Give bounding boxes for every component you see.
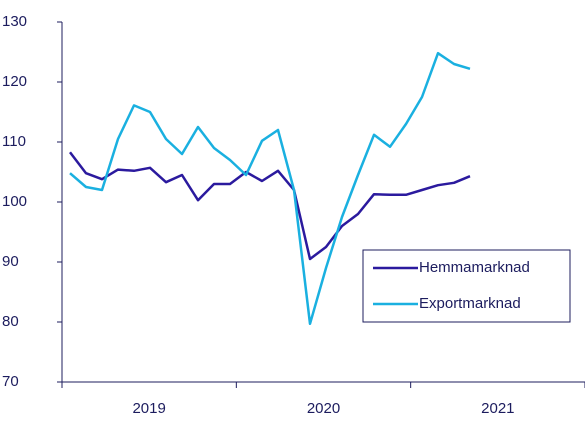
x-label: 2019 (132, 400, 165, 417)
x-label: 2020 (307, 400, 340, 417)
y-tick-label: 90 (2, 253, 19, 270)
x-label: 2021 (481, 400, 514, 417)
series-line (69, 151, 471, 261)
y-tick-label: 70 (2, 373, 19, 390)
y-tick-label: 80 (2, 313, 19, 330)
legend-box (362, 249, 571, 323)
y-tick-label: 120 (2, 73, 27, 90)
legend-label: Hemmamarknad (419, 259, 530, 276)
y-tick-label: 130 (2, 13, 27, 30)
legend-label: Exportmarknad (419, 295, 521, 312)
series-line (69, 51, 471, 326)
y-tick-label: 110 (2, 133, 26, 150)
y-tick-label: 100 (2, 193, 27, 210)
